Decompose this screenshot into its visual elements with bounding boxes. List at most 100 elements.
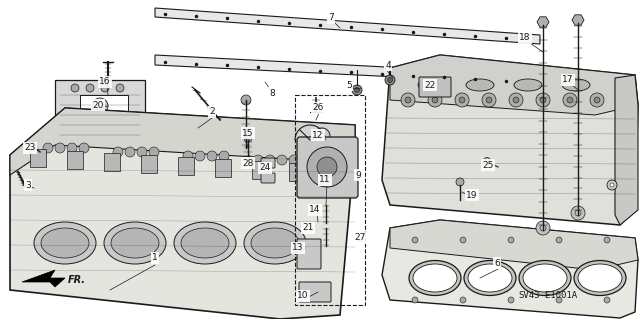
Circle shape (483, 158, 490, 165)
FancyBboxPatch shape (419, 77, 451, 97)
Circle shape (296, 153, 304, 161)
Circle shape (432, 97, 438, 103)
FancyBboxPatch shape (299, 282, 331, 302)
FancyBboxPatch shape (297, 239, 321, 269)
Text: 4: 4 (385, 61, 391, 70)
Polygon shape (615, 75, 638, 225)
Circle shape (604, 297, 610, 303)
Circle shape (101, 84, 109, 92)
Ellipse shape (41, 228, 89, 258)
FancyBboxPatch shape (261, 158, 275, 168)
Text: 12: 12 (312, 130, 324, 139)
Ellipse shape (104, 222, 166, 264)
Text: 17: 17 (563, 76, 573, 85)
FancyBboxPatch shape (297, 137, 358, 198)
Text: 13: 13 (292, 243, 304, 253)
Polygon shape (537, 17, 549, 27)
Text: 3: 3 (25, 181, 31, 189)
Text: 16: 16 (99, 78, 111, 86)
Bar (215, 159, 231, 177)
Circle shape (97, 102, 104, 109)
Polygon shape (390, 55, 638, 115)
Circle shape (355, 87, 360, 93)
Circle shape (268, 153, 276, 161)
Circle shape (556, 237, 562, 243)
Circle shape (352, 85, 362, 95)
Circle shape (456, 178, 464, 186)
Circle shape (111, 136, 119, 144)
Ellipse shape (409, 261, 461, 295)
Circle shape (113, 147, 123, 157)
Text: 8: 8 (269, 88, 275, 98)
Circle shape (196, 146, 204, 154)
Circle shape (540, 97, 546, 103)
Circle shape (190, 140, 210, 160)
FancyBboxPatch shape (261, 173, 275, 183)
Circle shape (67, 143, 77, 153)
Ellipse shape (244, 222, 306, 264)
Text: 28: 28 (243, 159, 253, 167)
Text: 22: 22 (424, 80, 436, 90)
Polygon shape (382, 220, 638, 318)
Circle shape (116, 84, 124, 92)
Ellipse shape (181, 228, 229, 258)
Bar (141, 155, 157, 173)
Ellipse shape (464, 261, 516, 295)
Text: 2: 2 (209, 108, 215, 116)
Bar (252, 161, 268, 179)
Polygon shape (572, 15, 584, 25)
Circle shape (219, 151, 229, 161)
Ellipse shape (111, 228, 159, 258)
Polygon shape (258, 135, 318, 180)
Circle shape (563, 93, 577, 107)
Circle shape (536, 93, 550, 107)
Text: 26: 26 (312, 103, 324, 113)
Circle shape (317, 157, 337, 177)
Text: 10: 10 (297, 292, 308, 300)
Circle shape (220, 140, 240, 160)
Circle shape (55, 143, 65, 153)
Circle shape (567, 97, 573, 103)
Text: 7: 7 (328, 13, 334, 23)
Circle shape (125, 147, 135, 157)
Circle shape (92, 98, 108, 114)
Circle shape (183, 151, 193, 161)
Circle shape (428, 93, 442, 107)
Circle shape (241, 95, 251, 105)
Circle shape (226, 146, 234, 154)
Circle shape (455, 93, 469, 107)
Circle shape (262, 147, 282, 167)
Circle shape (149, 147, 159, 157)
Circle shape (486, 97, 492, 103)
Text: 9: 9 (355, 170, 361, 180)
Polygon shape (155, 8, 540, 44)
Text: 25: 25 (483, 160, 493, 169)
Circle shape (508, 297, 514, 303)
Ellipse shape (578, 264, 622, 292)
Text: 23: 23 (24, 144, 36, 152)
Circle shape (149, 130, 169, 150)
Text: 18: 18 (519, 33, 531, 42)
Text: SV43-E1001A: SV43-E1001A (518, 291, 577, 300)
Ellipse shape (418, 79, 446, 91)
Text: 11: 11 (319, 175, 331, 184)
Bar (178, 157, 194, 175)
Circle shape (319, 133, 325, 139)
Circle shape (387, 78, 392, 83)
Ellipse shape (174, 222, 236, 264)
Circle shape (604, 237, 610, 243)
Ellipse shape (468, 264, 512, 292)
Circle shape (86, 84, 94, 92)
Ellipse shape (519, 261, 571, 295)
Polygon shape (390, 220, 638, 270)
Text: 15: 15 (243, 129, 253, 137)
Text: 5: 5 (346, 80, 352, 90)
Circle shape (460, 237, 466, 243)
Circle shape (127, 130, 147, 150)
Text: 6: 6 (494, 258, 500, 268)
Ellipse shape (34, 222, 96, 264)
Ellipse shape (413, 264, 457, 292)
Circle shape (195, 151, 205, 161)
Circle shape (405, 97, 411, 103)
Text: 19: 19 (467, 190, 477, 199)
